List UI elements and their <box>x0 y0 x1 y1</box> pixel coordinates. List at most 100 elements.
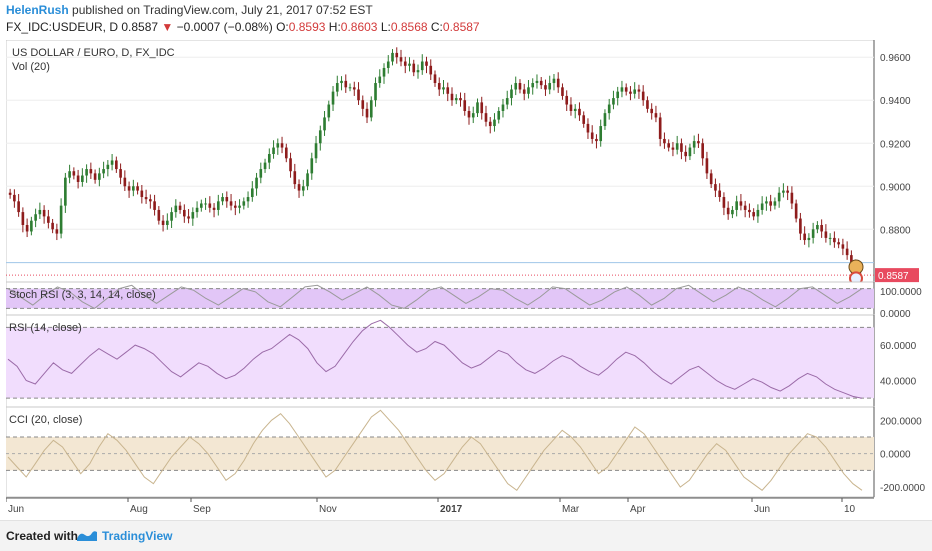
candle-body <box>641 91 645 101</box>
x-tick-label: 10 <box>844 504 856 515</box>
candle-body <box>157 209 161 221</box>
candle-body <box>786 190 789 193</box>
candle-body <box>85 169 88 176</box>
last-price: 0.8587 <box>121 20 159 34</box>
x-tick-label: Sep <box>193 504 211 515</box>
candle-body <box>242 201 246 206</box>
candle-body <box>514 83 518 90</box>
candle-body <box>280 143 284 148</box>
candle-body <box>671 147 675 150</box>
x-tick-label: Mar <box>562 504 580 515</box>
publish-line: HelenRush published on TradingView.com, … <box>6 3 373 17</box>
rsi-pane[interactable]: 60.0000 40.0000 RSI (14, close) <box>5 314 917 408</box>
candle-body <box>378 76 382 84</box>
candle-body <box>527 87 530 94</box>
tradingview-brand[interactable]: TradingView <box>102 529 173 543</box>
candle-body <box>106 164 110 170</box>
candle-body <box>578 108 581 116</box>
candle-body <box>463 100 467 111</box>
tradingview-logo-icon[interactable] <box>76 529 98 548</box>
candle-body <box>72 171 76 176</box>
candle-body <box>612 98 615 105</box>
candle-body <box>314 143 318 159</box>
candle-body <box>794 203 798 219</box>
candle-body <box>115 160 118 170</box>
candle-body <box>399 57 403 62</box>
candle-body <box>735 201 738 210</box>
candle-body <box>488 121 492 127</box>
candle-body <box>191 212 195 219</box>
low-value: 0.8568 <box>390 20 428 34</box>
candle-body <box>505 98 509 105</box>
author-link[interactable]: HelenRush <box>6 3 69 17</box>
candle-body <box>204 203 207 205</box>
candle-body <box>200 203 203 208</box>
candle-body <box>726 207 730 215</box>
chart-subtitle: Vol (20) <box>12 61 50 73</box>
candle-body <box>828 237 832 239</box>
candle-body <box>454 98 458 101</box>
candle-body <box>748 209 751 213</box>
high-label: H: <box>328 20 341 34</box>
last-price-label: 0.8587 <box>878 271 909 282</box>
chart-area[interactable]: 0.9600 0.9400 0.9200 0.9000 0.8800 0.8587 US D… <box>5 39 932 518</box>
candle-body <box>68 171 71 178</box>
candle-body <box>365 108 369 118</box>
candle-body <box>195 207 199 213</box>
candle-body <box>34 214 37 221</box>
candle-body <box>161 220 165 225</box>
stoch-rsi-pane[interactable]: 100.0000 0.0000 Stoch RSI (3, 3, 14, 14, c… <box>5 281 922 320</box>
candle-body <box>348 87 352 89</box>
candle-body <box>429 65 433 75</box>
candle-body <box>573 108 577 111</box>
candle-body <box>467 110 471 118</box>
candle-body <box>132 186 135 191</box>
candle-body <box>718 190 721 198</box>
candle-body <box>166 220 169 225</box>
y-tick-label: 0.9000 <box>880 182 911 193</box>
candle-body <box>692 141 696 148</box>
candle-body <box>335 83 339 92</box>
candle-body <box>807 237 811 241</box>
candle-body <box>531 83 535 88</box>
candle-body <box>8 192 12 195</box>
candle-body <box>739 201 743 206</box>
candle-body <box>697 141 700 144</box>
cci-pane[interactable]: 200.0000 0.0000 -200.0000 CCI (20, close) <box>5 406 925 498</box>
candle-body <box>425 61 428 66</box>
candle-body <box>760 203 764 210</box>
last-price-box <box>875 268 919 283</box>
y-tick-label: 0.8800 <box>880 225 911 236</box>
low-label: L: <box>380 20 391 34</box>
chart-svg[interactable]: 0.9600 0.9400 0.9200 0.9000 0.8800 0.8587 US D… <box>5 39 932 518</box>
candle-body <box>98 173 101 180</box>
price-pane[interactable]: 0.9600 0.9400 0.9200 0.9000 0.8800 0.8587 US D… <box>5 39 919 286</box>
candle-body <box>318 130 322 144</box>
candle-body <box>170 212 173 221</box>
candle-body <box>433 74 437 84</box>
candle-body <box>756 209 760 217</box>
candle-body <box>535 80 539 84</box>
candle-body <box>437 83 441 90</box>
symbol-label: FX_IDC:USDEUR, D <box>6 20 119 34</box>
candle-body <box>221 197 224 202</box>
candle-body <box>722 197 726 208</box>
indicator-band <box>6 327 874 399</box>
candle-body <box>824 231 828 238</box>
y-tick-label: 60.0000 <box>880 341 917 352</box>
candle-body <box>518 83 522 90</box>
footer-bar: Created with TradingView <box>0 520 932 551</box>
time-axis[interactable]: Jun Aug Sep Nov 2017 Mar Apr Jun 10 <box>5 497 874 515</box>
candle-body <box>595 138 598 142</box>
candle-body <box>327 104 331 118</box>
candle-body <box>501 104 505 111</box>
candle-body <box>25 224 29 232</box>
candle-body <box>556 78 560 88</box>
y-tick-label: 0.9200 <box>880 139 911 150</box>
indicator-title: CCI (20, close) <box>9 414 82 426</box>
candle-body <box>752 212 755 217</box>
candle-body <box>841 244 845 249</box>
candle-body <box>246 197 250 202</box>
candle-body <box>47 216 50 223</box>
candle-body <box>81 175 84 182</box>
